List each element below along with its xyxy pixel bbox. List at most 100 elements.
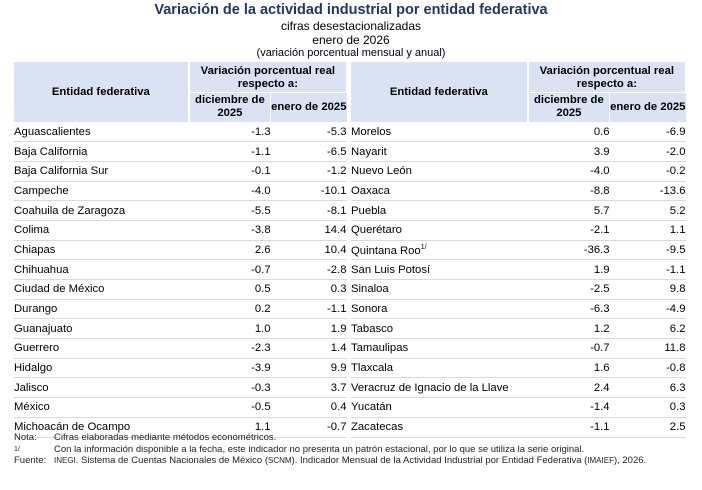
table-row: Campeche -4.0 -10.1 <box>14 181 347 202</box>
footnote-label: 1/ <box>14 445 20 453</box>
entity-name: Chiapas <box>14 240 189 261</box>
footnote-text: Con la información disponible a la fecha… <box>54 443 585 455</box>
value-january: -10.1 <box>270 181 347 202</box>
table-row: Chiapas 2.6 10.4 <box>14 240 347 261</box>
value-december: 2.6 <box>188 240 271 261</box>
entity-name: Baja California Sur <box>14 161 189 182</box>
value-january: -0.2 <box>609 161 686 182</box>
table-row: Nuevo León -4.0 -0.2 <box>351 161 686 182</box>
value-december: 1.9 <box>527 259 610 280</box>
entity-name: Nayarit <box>351 141 528 162</box>
entity-name: Oaxaca <box>351 181 528 202</box>
entity-name: Morelos <box>351 122 528 143</box>
entity-name: Jalisco <box>14 377 189 399</box>
table-right: Entidad federativa Variación porcentual … <box>351 62 686 438</box>
header-dec-right: diciembre de 2025 <box>527 92 611 123</box>
entity-name: Hidalgo <box>14 358 189 379</box>
page-period: enero de 2026 <box>312 33 390 47</box>
value-january: 0.3 <box>270 279 347 300</box>
entity-name: Quintana Roo1/ <box>351 240 528 261</box>
value-december: 1.6 <box>527 358 610 379</box>
header-jan-left: enero de 2025 <box>270 92 347 123</box>
table-row: Jalisco -0.3 3.7 <box>14 377 347 399</box>
entity-name: Nuevo León <box>351 161 528 182</box>
value-january: -13.6 <box>609 181 686 202</box>
value-january: -4.9 <box>609 299 686 320</box>
entity-name: Veracruz de Ignacio de la Llave <box>351 377 528 399</box>
value-december: -6.3 <box>527 299 610 320</box>
value-december: -0.1 <box>188 161 271 182</box>
table-row: Coahuila de Zaragoza -5.5 -8.1 <box>14 200 347 221</box>
table-row: San Luis Potosí 1.9 -1.1 <box>351 259 686 280</box>
value-december: -0.3 <box>188 377 271 399</box>
note-text: Cifras elaboradas mediante métodos econo… <box>54 432 277 443</box>
table-row: Querétaro -2.1 1.1 <box>351 220 686 241</box>
value-december: 1.1 <box>188 417 271 438</box>
entity-name: Baja California <box>14 141 189 162</box>
value-december: -1.1 <box>188 141 271 162</box>
table-row: Guerrero -2.3 1.4 <box>14 338 347 359</box>
table-row: Tabasco 1.2 6.2 <box>351 318 686 340</box>
value-december: -4.0 <box>527 161 610 182</box>
table-row: Michoacán de Ocampo 1.1 -0.7 <box>14 417 347 438</box>
value-january: 14.4 <box>270 220 347 241</box>
value-december: 3.9 <box>527 141 610 162</box>
entity-name: Campeche <box>14 181 189 202</box>
value-january: -6.5 <box>270 141 347 162</box>
entity-name: Tamaulipas <box>351 338 528 359</box>
header-group-right: Variación porcentual real respecto a: <box>527 62 686 93</box>
entity-name: Tabasco <box>351 318 528 340</box>
value-january: 0.4 <box>270 397 347 418</box>
value-january: 2.5 <box>609 417 686 438</box>
value-january: 5.2 <box>609 200 686 221</box>
value-december: 0.6 <box>527 122 610 143</box>
source-label: Fuente: <box>14 455 47 466</box>
value-december: 0.2 <box>188 299 271 320</box>
entity-name: Coahuila de Zaragoza <box>14 200 189 221</box>
entity-name: Aguascalientes <box>14 122 189 143</box>
value-december: -1.1 <box>527 417 610 438</box>
header-dec-left: diciembre de 2025 <box>188 92 272 123</box>
entity-name: Michoacán de Ocampo <box>14 417 189 438</box>
value-january: -6.9 <box>609 122 686 143</box>
source-text: INEGI. Sistema de Cuentas Nacionales de … <box>54 455 647 466</box>
page-note: (variación porcentual mensual y anual) <box>256 47 446 59</box>
table-row: Morelos 0.6 -6.9 <box>351 122 686 143</box>
value-january: -0.7 <box>270 417 347 438</box>
table-row: Veracruz de Ignacio de la Llave 2.4 6.3 <box>351 377 686 399</box>
value-january: 11.8 <box>609 338 686 359</box>
value-january: 1.4 <box>270 338 347 359</box>
table-row: Colima -3.8 14.4 <box>14 220 347 241</box>
entity-name: México <box>14 397 189 418</box>
table-row: Durango 0.2 -1.1 <box>14 299 347 320</box>
header-jan-right: enero de 2025 <box>609 92 686 123</box>
entity-name: Sinaloa <box>351 279 528 300</box>
table-row: Baja California -1.1 -6.5 <box>14 141 347 162</box>
table-row: Ciudad de México 0.5 0.3 <box>14 279 347 300</box>
entity-name: Puebla <box>351 200 528 221</box>
value-december: -2.1 <box>527 220 610 241</box>
entity-name: Colima <box>14 220 189 241</box>
value-december: -36.3 <box>527 240 610 261</box>
header-entity-right: Entidad federativa <box>351 62 529 122</box>
value-december: 2.4 <box>527 377 610 399</box>
note-label: Nota: <box>14 432 37 443</box>
header-group-left: Variación porcentual real respecto a: <box>188 62 347 93</box>
table-row: Tlaxcala 1.6 -0.8 <box>351 358 686 379</box>
entity-name: San Luis Potosí <box>351 259 528 280</box>
value-january: 10.4 <box>270 240 347 261</box>
table-row: Sinaloa -2.5 9.8 <box>351 279 686 300</box>
entity-name: Chihuahua <box>14 259 189 280</box>
value-december: -2.3 <box>188 338 271 359</box>
value-december: -5.5 <box>188 200 271 221</box>
value-january: -1.2 <box>270 161 347 182</box>
entity-name: Ciudad de México <box>14 279 189 300</box>
value-december: 1.2 <box>527 318 610 340</box>
value-january: 6.2 <box>609 318 686 340</box>
table-row: Sonora -6.3 -4.9 <box>351 299 686 320</box>
table-row: Chihuahua -0.7 -2.8 <box>14 259 347 280</box>
value-january: -9.5 <box>609 240 686 261</box>
table-row: Yucatán -1.4 0.3 <box>351 397 686 418</box>
value-december: -2.5 <box>527 279 610 300</box>
value-january: 3.7 <box>270 377 347 399</box>
